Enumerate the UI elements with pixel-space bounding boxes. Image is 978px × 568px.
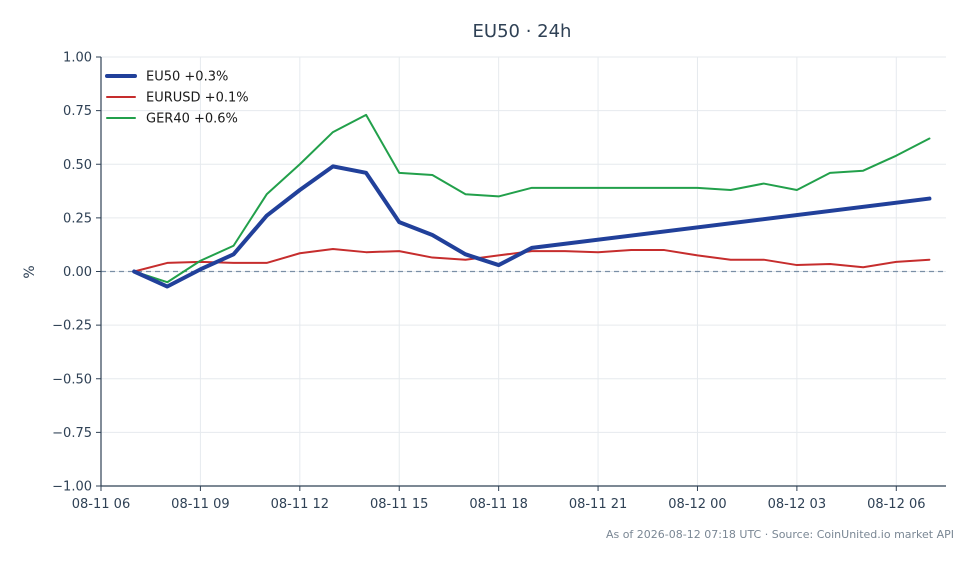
source-footer: As of 2026-08-12 07:18 UTC · Source: Coi… [606,528,954,541]
legend-label: EU50 +0.3% [146,70,228,85]
axes-layer: −1.00 −0.75 −0.50 −0.25 0.00 0.25 0.50 0.75 1.00… [52,51,946,512]
chart-title: EU50 · 24h [473,21,572,42]
x-tick-label: 08-11 12 [271,497,329,512]
legend: EU50 +0.3% EURUSD +0.1% GER40 +0.6% [105,70,249,127]
x-tick-label: 08-11 15 [370,497,428,512]
x-tick-label: 08-12 00 [668,497,726,512]
series-layer [132,113,932,289]
y-tick-label: 0.25 [63,211,92,226]
x-tick-label: 08-11 06 [72,497,130,512]
x-tick-label: 08-11 21 [569,497,627,512]
grid-layer [100,56,946,487]
x-tick-label: 08-12 06 [867,497,925,512]
y-tick-label: 1.00 [63,51,92,66]
y-tick-label: −0.75 [52,426,92,441]
y-tick-label: 0.50 [63,158,92,173]
series-line-eurusd [133,247,931,273]
x-tick-label: 08-11 18 [469,497,527,512]
y-tick-label: −0.50 [52,372,92,387]
y-tick-label: −0.25 [52,319,92,334]
y-axis-label: % [22,265,38,278]
series-line-eu50 [132,164,932,289]
legend-label: GER40 +0.6% [146,112,238,127]
x-tick-label: 08-12 03 [768,497,826,512]
legend-label: EURUSD +0.1% [146,91,249,106]
y-tick-label: 0.75 [63,104,92,119]
y-tick-label: −1.00 [52,480,92,495]
y-tick-label: 0.00 [63,265,92,280]
x-tick-label: 08-11 09 [171,497,229,512]
series-line-ger40 [133,113,931,284]
